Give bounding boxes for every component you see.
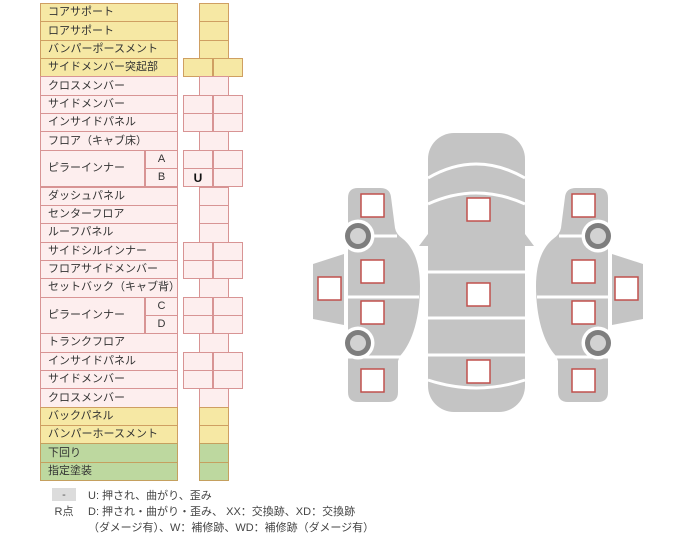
legend-text-d: D: 押され・曲がり・歪み、 XX：交換跡、XD：交換跡 bbox=[88, 505, 356, 518]
damage-cell-left[interactable] bbox=[183, 149, 213, 170]
damage-code-legend: - U: 押され、曲がり、歪み R点 D: 押され・曲がり・歪み、 XX：交換跡… bbox=[40, 488, 374, 535]
damage-cell-right[interactable] bbox=[213, 168, 243, 188]
part-label: インサイドパネル bbox=[40, 351, 178, 371]
part-label: トランクフロア bbox=[40, 333, 178, 353]
part-label: ルーフパネル bbox=[40, 223, 178, 243]
part-label: バンパーポースメント bbox=[40, 39, 178, 60]
right-mirror bbox=[525, 234, 534, 246]
part-label: ピラーインナー bbox=[40, 296, 145, 335]
legend-symbol-dash: - bbox=[52, 488, 76, 501]
damage-cell[interactable] bbox=[199, 388, 229, 408]
damage-cell-left[interactable] bbox=[183, 94, 213, 115]
left-mirror bbox=[419, 234, 428, 246]
damage-cell-right[interactable] bbox=[213, 296, 243, 316]
damage-cell[interactable] bbox=[199, 461, 229, 482]
marker-left-sill[interactable] bbox=[317, 276, 342, 301]
damage-cell-left[interactable] bbox=[183, 113, 213, 133]
part-label: フロアサイドメンバー bbox=[40, 259, 178, 280]
damage-cell-right[interactable] bbox=[213, 241, 243, 261]
damage-cell-left[interactable] bbox=[183, 370, 213, 390]
part-label: サイドメンバー突起部 bbox=[40, 58, 178, 78]
marker-right-fender-front[interactable] bbox=[571, 193, 596, 218]
damage-cell-left[interactable]: U bbox=[183, 168, 213, 188]
damage-cell-left[interactable] bbox=[183, 296, 213, 316]
damage-cell-right[interactable] bbox=[213, 314, 243, 335]
damage-cell[interactable] bbox=[199, 333, 229, 353]
damage-cell[interactable] bbox=[199, 39, 229, 60]
damage-cell[interactable] bbox=[199, 223, 229, 243]
part-label: サイドメンバー bbox=[40, 370, 178, 390]
damage-cell-right[interactable] bbox=[213, 370, 243, 390]
legend-row-u: - U: 押され、曲がり、歪み bbox=[40, 488, 374, 502]
part-label: サイドメンバー bbox=[40, 94, 178, 115]
part-label: センターフロア bbox=[40, 204, 178, 225]
part-label: 下回り bbox=[40, 443, 178, 463]
legend-row-rpoint-cont: （ダメージ有）、W：補修跡、WD：補修跡（ダメージ有） bbox=[40, 520, 375, 534]
marker-left-door-rear[interactable] bbox=[360, 300, 385, 325]
pillar-sub-label: A bbox=[145, 149, 178, 170]
damage-cell-right[interactable] bbox=[213, 58, 243, 78]
legend-row-rpoint: R点 D: 押され・曲がり・歪み、 XX：交換跡、XD：交換跡 bbox=[40, 504, 374, 518]
pillar-sub-label: D bbox=[145, 314, 178, 335]
damage-cell[interactable] bbox=[199, 186, 229, 206]
damage-cell[interactable] bbox=[199, 21, 229, 41]
damage-cell-left[interactable] bbox=[183, 314, 213, 335]
part-label: クロスメンバー bbox=[40, 76, 178, 96]
damage-cell-right[interactable] bbox=[213, 259, 243, 280]
damage-cell-left[interactable] bbox=[183, 351, 213, 371]
damage-cell-right[interactable] bbox=[213, 94, 243, 115]
damage-cell-right[interactable] bbox=[213, 113, 243, 133]
marker-right-door-front[interactable] bbox=[571, 259, 596, 284]
pillar-sub-label: B bbox=[145, 168, 178, 188]
damage-cell-right[interactable] bbox=[213, 351, 243, 371]
legend-symbol-rpoint: R点 bbox=[54, 505, 74, 518]
part-label: ロアサポート bbox=[40, 21, 178, 41]
part-label: インサイドパネル bbox=[40, 113, 178, 133]
marker-left-door-front[interactable] bbox=[360, 259, 385, 284]
damage-cell[interactable] bbox=[199, 278, 229, 298]
damage-cell-left[interactable] bbox=[183, 58, 213, 78]
damage-cell[interactable] bbox=[199, 425, 229, 445]
part-label: ピラーインナー bbox=[40, 149, 145, 188]
part-label: フロア（キャブ床） bbox=[40, 131, 178, 151]
top-view bbox=[419, 133, 534, 412]
pillar-sub-label: C bbox=[145, 296, 178, 316]
damage-cell[interactable] bbox=[199, 3, 229, 23]
marker-left-fender-front[interactable] bbox=[360, 193, 385, 218]
part-label: サイドシルインナー bbox=[40, 241, 178, 261]
damage-cell[interactable] bbox=[199, 204, 229, 225]
marker-right-fender-rear[interactable] bbox=[571, 368, 596, 393]
legend-text-u: U: 押され、曲がり、歪み bbox=[88, 489, 212, 502]
marker-top-trunk[interactable] bbox=[466, 359, 491, 384]
marker-top-hood[interactable] bbox=[466, 197, 491, 222]
part-label: クロスメンバー bbox=[40, 388, 178, 408]
damage-cell[interactable] bbox=[199, 406, 229, 427]
marker-top-roof[interactable] bbox=[466, 282, 491, 307]
car-diagram bbox=[311, 133, 645, 412]
legend-text-d-cont: （ダメージ有）、W：補修跡、WD：補修跡（ダメージ有） bbox=[88, 521, 375, 534]
part-label: バンパーホースメント bbox=[40, 425, 178, 445]
marker-right-sill[interactable] bbox=[614, 276, 639, 301]
damage-cell-right[interactable] bbox=[213, 149, 243, 170]
damage-cell[interactable] bbox=[199, 131, 229, 151]
damage-cell-left[interactable] bbox=[183, 259, 213, 280]
part-label: コアサポート bbox=[40, 3, 178, 23]
damage-cell[interactable] bbox=[199, 443, 229, 463]
part-label: ダッシュパネル bbox=[40, 186, 178, 206]
part-label: 指定塗装 bbox=[40, 461, 178, 482]
damage-cell[interactable] bbox=[199, 76, 229, 96]
marker-right-door-rear[interactable] bbox=[571, 300, 596, 325]
marker-left-fender-rear[interactable] bbox=[360, 368, 385, 393]
part-label: セットバック（キャブ背） bbox=[40, 278, 178, 298]
part-label: バックパネル bbox=[40, 406, 178, 427]
damage-cell-left[interactable] bbox=[183, 241, 213, 261]
